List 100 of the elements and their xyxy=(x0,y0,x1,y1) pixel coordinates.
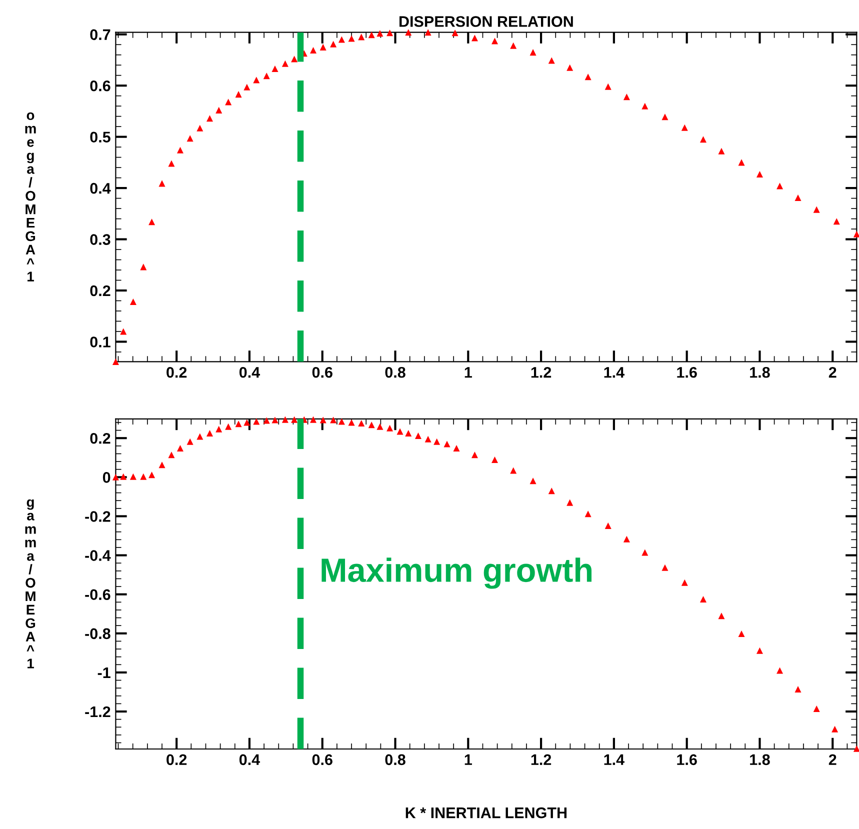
point xyxy=(452,30,458,36)
point xyxy=(832,726,838,732)
point xyxy=(112,474,119,480)
point xyxy=(176,146,184,154)
text: omega/OMEGA^1 xyxy=(25,112,36,282)
x-tick-label: 1.2 xyxy=(531,366,552,378)
point xyxy=(282,60,288,67)
point xyxy=(168,160,175,167)
point xyxy=(291,416,298,423)
point xyxy=(140,264,147,270)
point xyxy=(681,124,688,131)
x-tick-label: 0.4 xyxy=(239,754,260,766)
y-tick-label: -0.2 xyxy=(85,511,110,522)
x-tick-label: 1 xyxy=(464,754,472,765)
point xyxy=(263,417,270,424)
point xyxy=(338,418,345,425)
point xyxy=(776,667,784,674)
point xyxy=(604,83,612,90)
point xyxy=(320,44,326,50)
point xyxy=(738,630,745,638)
point xyxy=(120,328,127,335)
y-tick-label: -1 xyxy=(98,667,110,678)
y-tick-label: 0.6 xyxy=(90,80,110,92)
point xyxy=(700,596,706,602)
point xyxy=(130,473,136,480)
point xyxy=(148,472,156,478)
point xyxy=(158,462,166,468)
point xyxy=(548,488,555,494)
point xyxy=(130,298,136,306)
chart-title: DISPERSION RELATION xyxy=(400,16,573,27)
point xyxy=(206,430,213,436)
point xyxy=(291,56,298,62)
point xyxy=(566,499,574,506)
text: gamma/OMEGA^1 xyxy=(25,499,36,668)
point xyxy=(434,438,440,445)
x-tick-label: 0.8 xyxy=(385,754,406,766)
point xyxy=(272,416,278,424)
x-tick-label: 1.6 xyxy=(677,754,697,766)
point xyxy=(492,456,498,464)
point xyxy=(348,35,355,42)
point xyxy=(756,170,763,178)
point xyxy=(235,420,242,428)
point xyxy=(414,432,422,440)
point xyxy=(566,64,574,71)
point xyxy=(738,159,745,166)
point xyxy=(700,136,706,143)
y-tick-label: 0.5 xyxy=(90,132,110,143)
point xyxy=(376,30,384,37)
y-tick-label: 0.7 xyxy=(90,29,110,40)
x-tick-label: 0.6 xyxy=(312,366,332,378)
point xyxy=(584,74,592,80)
point xyxy=(140,473,147,480)
point xyxy=(642,102,648,110)
point xyxy=(120,473,127,480)
x-tick-label: 2 xyxy=(828,366,836,378)
point xyxy=(492,38,498,44)
y-tick-label: 0.2 xyxy=(90,432,110,444)
point xyxy=(718,612,725,620)
point xyxy=(471,34,478,42)
y-tick-label: 0.2 xyxy=(90,285,110,296)
point xyxy=(186,135,194,142)
point xyxy=(623,536,630,542)
point xyxy=(253,76,260,84)
point xyxy=(386,30,394,36)
annotation: Maximum growth xyxy=(322,558,592,589)
point xyxy=(386,424,394,432)
point xyxy=(176,445,184,452)
point xyxy=(853,230,859,238)
point xyxy=(833,218,840,225)
point xyxy=(642,549,648,556)
point xyxy=(310,47,317,54)
point xyxy=(662,114,668,120)
point xyxy=(548,57,555,64)
point xyxy=(424,29,432,36)
point xyxy=(186,438,194,445)
point xyxy=(530,49,536,56)
y-tick-label: -0.8 xyxy=(85,628,110,640)
y-tick-label: 0.1 xyxy=(90,336,110,348)
point xyxy=(235,91,242,98)
point xyxy=(216,426,222,432)
x-tick-label: 1 xyxy=(464,367,472,378)
point xyxy=(368,422,375,428)
x-tick-label: 0.8 xyxy=(385,366,406,378)
point xyxy=(244,84,250,90)
x-tick-label: 0.6 xyxy=(312,754,332,766)
point xyxy=(662,564,668,571)
point xyxy=(282,416,288,423)
y-tick-label: 0.3 xyxy=(90,234,110,245)
point xyxy=(405,29,412,36)
point xyxy=(196,124,204,132)
point xyxy=(358,420,365,427)
point xyxy=(206,115,213,122)
point xyxy=(424,436,432,442)
point xyxy=(320,416,326,424)
point xyxy=(813,206,820,213)
point xyxy=(405,430,412,436)
x-tick-label: 0.4 xyxy=(239,366,260,378)
point xyxy=(813,706,820,712)
y-tick-label: -1.2 xyxy=(85,706,110,718)
x-axis-title: K * INERTIAL LENGTH xyxy=(406,807,567,818)
